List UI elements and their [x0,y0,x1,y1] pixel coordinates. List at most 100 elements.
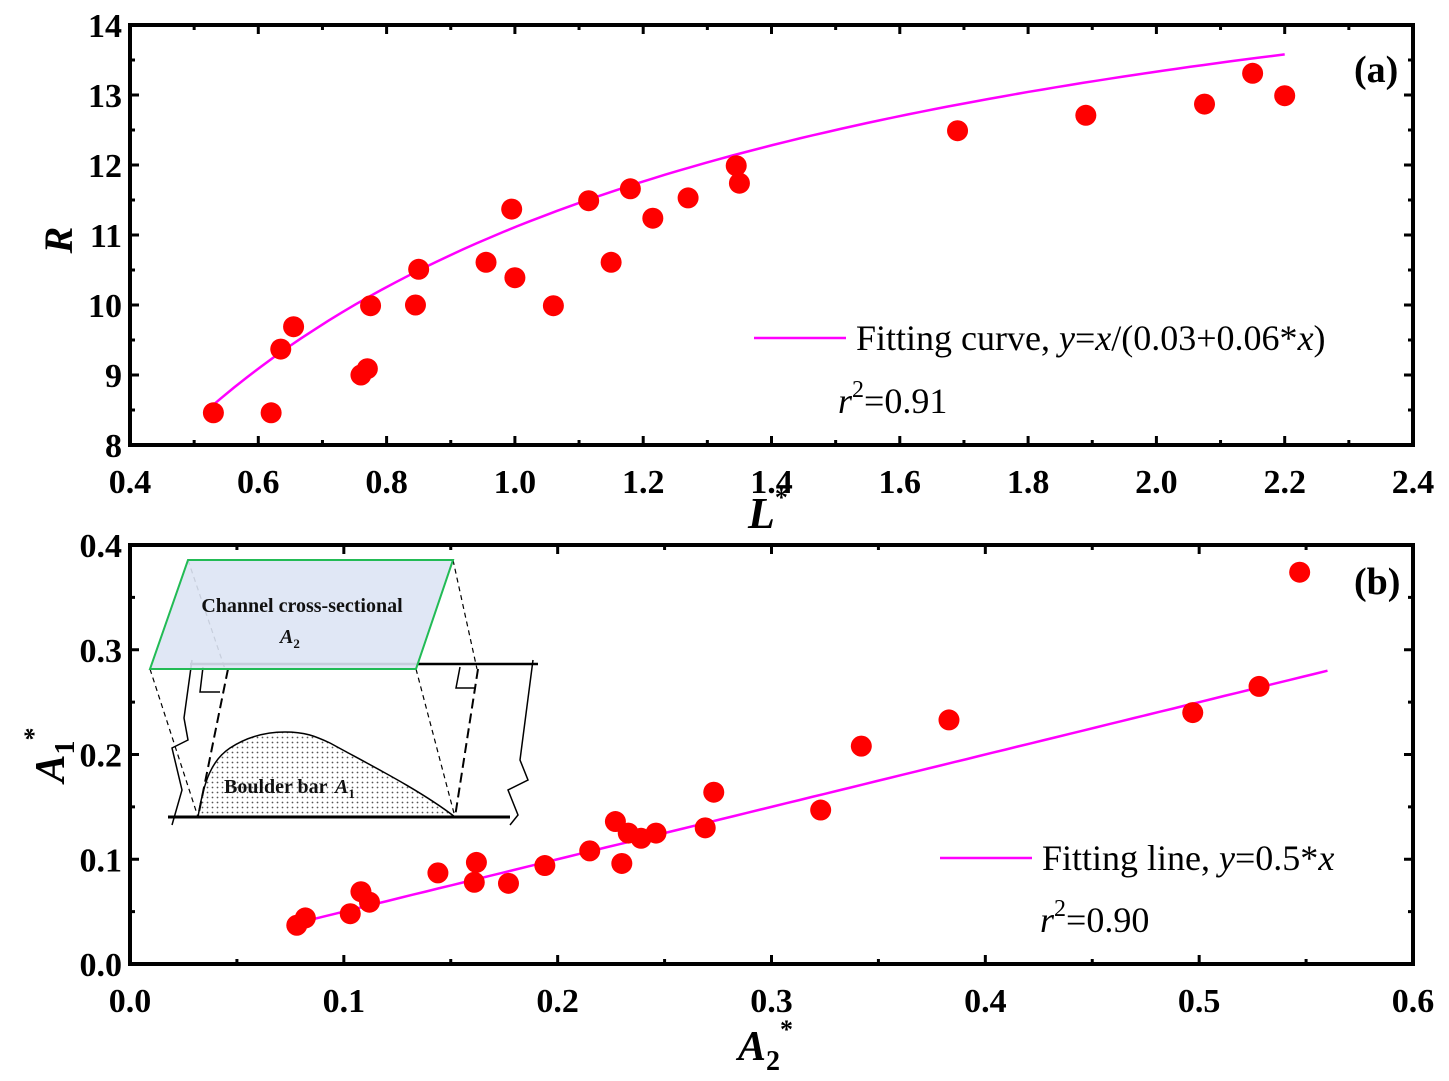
legend-label-a: Fitting curve, y=x/(0.03+0.06*x) [856,318,1326,358]
data-point [1289,561,1311,583]
x-tick-label: 1.4 [750,464,793,501]
legend-b-y: y [1216,838,1235,878]
data-point [408,258,430,280]
data-point [725,155,747,177]
data-point [642,207,664,229]
fit-line-b [296,669,1328,925]
x-axis-title-a-sup: * [775,483,788,512]
x-axis-title-a: L* [747,483,788,538]
data-point [645,822,667,844]
projection-line [415,668,456,818]
inset-top-var: A2 [278,626,300,651]
x-tick-label: 1.6 [879,464,922,501]
y-tick-label: 11 [90,218,122,255]
data-point [404,294,426,316]
legend-a-close: ) [1314,318,1326,358]
left-notch [199,666,220,693]
y-axis-title-b: A1* [19,727,81,785]
x-tick-label: 2.2 [1263,464,1306,501]
x-axis-title-a-main: L [747,489,775,538]
ticks-b [128,543,1415,966]
legend-b-eq: =0.5* [1235,838,1318,878]
data-point [270,338,292,360]
panel-b: Channel cross-sectional A2 Boulder bar A… [19,528,1434,1077]
data-point [619,178,641,200]
fit-curve-a [206,53,1285,412]
data-point [1182,702,1204,724]
data-point [463,871,485,893]
data-point [501,198,523,220]
left-bank [171,659,193,826]
points-b [286,561,1311,936]
data-point [360,295,382,317]
fit-line [206,53,1285,412]
panel-a: 0.4 0.6 0.8 1.0 1.2 1.4 1.6 1.8 2.0 2.2 2.4 8 9 10 11… [36,8,1434,538]
inset-a1-main: A [333,776,348,798]
y-axis-title-b-main: A [28,754,74,785]
r2-b-sup: 2 [1054,896,1066,922]
y-tick-label: 0.2 [80,738,123,775]
legend-a-y: y [1056,318,1075,358]
data-point [358,891,380,913]
inset-bottom-var: A1 [333,776,355,801]
panel-label-a: (a) [1354,49,1398,91]
data-point [534,855,556,877]
data-point [600,251,622,273]
x-tick-label: 0.6 [237,464,280,501]
y-axis-title-b-sub: 1 [50,740,81,754]
x-tick-label: 2.0 [1135,464,1178,501]
r2-annotation-b: r2=0.90 [1040,896,1149,940]
x-tick-label: 0.5 [1178,983,1221,1020]
data-point [475,251,497,273]
r2-a-sup: 2 [852,377,864,403]
x-tick-labels-b: 0.0 0.1 0.2 0.3 0.4 0.5 0.6 [109,983,1435,1020]
x-tick-label: 0.8 [365,464,408,501]
y-tick-label: 12 [88,148,122,185]
x-tick-label: 0.4 [964,983,1007,1020]
r2-annotation-a: r2=0.91 [838,377,947,421]
data-point [728,172,750,194]
data-point [1194,93,1216,115]
projection-line [197,668,229,818]
y-tick-label: 9 [105,358,122,395]
inset-diagram: Channel cross-sectional A2 Boulder bar A… [148,559,538,826]
r2-b-r: r [1040,900,1055,940]
projection-line [454,668,479,818]
data-point [356,358,378,380]
x-tick-label: 0.2 [536,983,579,1020]
data-point [938,709,960,731]
r2-a-r: r [838,381,853,421]
x-axis-title-b-sup: * [780,1015,793,1044]
r2-a-value: =0.91 [864,381,947,421]
data-point [1075,104,1097,126]
data-point [497,872,519,894]
inset-bottom-label: Boulder bar [224,776,328,798]
x-tick-label: 0.3 [750,983,793,1020]
data-point [947,120,969,142]
x-tick-label: 1.8 [1007,464,1050,501]
data-point [703,781,725,803]
x-tick-label: 0.6 [1392,983,1435,1020]
right-bank [507,659,534,826]
legend-b-prefix: Fitting line, [1042,838,1219,878]
projection-line [149,668,199,818]
data-point [1274,85,1296,107]
data-point [694,817,716,839]
data-point [504,267,526,289]
inset-a1-sub: 1 [348,786,355,801]
legend-a-x1: x [1094,318,1111,358]
fit-line [296,669,1328,925]
cross-section-parallelogram [148,559,455,670]
data-point [611,852,633,874]
data-point [260,402,282,424]
r2-b-value: =0.90 [1066,900,1149,940]
legend-a-eq: = [1075,318,1095,358]
y-axis-title-a: R [36,227,81,255]
data-point [339,903,361,925]
x-tick-labels-a: 0.4 0.6 0.8 1.0 1.2 1.4 1.6 1.8 2.0 2.2 2.4 [109,464,1435,501]
inset-a2-sub: 2 [293,636,300,651]
data-point [202,402,224,424]
points-a [202,62,1296,424]
x-tick-label: 1.0 [494,464,537,501]
data-point [465,851,487,873]
